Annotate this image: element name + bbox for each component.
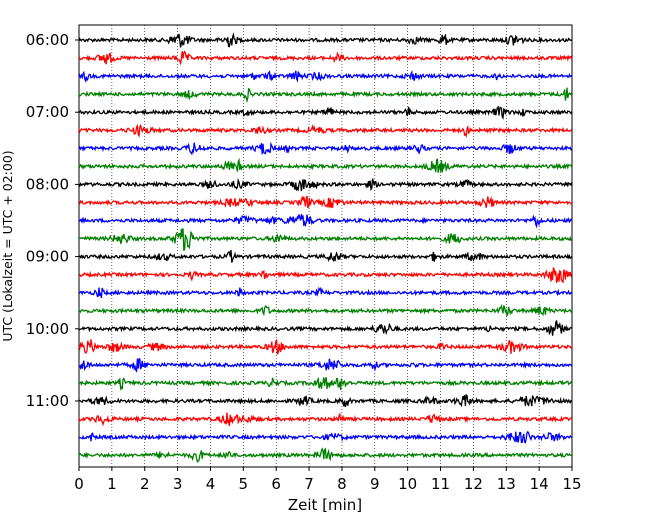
plot-frame	[78, 24, 573, 468]
y-tick-label: 07:00	[26, 103, 69, 121]
seismic-trace	[78, 338, 572, 356]
y-tick-label: 08:00	[26, 175, 69, 193]
x-tick-label: 8	[337, 475, 347, 493]
seismic-trace	[78, 214, 573, 229]
seismic-trace	[78, 286, 573, 299]
seismic-trace	[78, 412, 573, 427]
x-axis-label: Zeit [min]	[288, 496, 362, 514]
x-tick-label: 11	[431, 475, 450, 493]
seismic-trace	[78, 157, 573, 173]
seismic-trace	[78, 430, 573, 444]
x-tick-label: 7	[304, 475, 314, 493]
seismic-trace	[78, 303, 573, 318]
y-tick-label: 10:00	[26, 320, 69, 338]
seismic-trace	[78, 32, 573, 48]
seismic-trace	[78, 320, 573, 336]
x-tick-label: 15	[562, 475, 581, 493]
y-axis-label: UTC (Lokalzeit = UTC + 02:00)	[0, 150, 15, 341]
seismic-trace	[78, 177, 573, 192]
seismic-trace	[78, 228, 573, 251]
seismic-trace	[78, 105, 573, 120]
seismic-traces	[78, 32, 573, 464]
seismic-trace	[78, 249, 573, 263]
x-tick-label: 14	[530, 475, 549, 493]
y-tick-label: 09:00	[26, 248, 69, 266]
seismic-trace	[78, 141, 573, 156]
seismic-trace	[78, 195, 573, 209]
seismic-trace	[78, 267, 573, 284]
seismic-trace	[78, 50, 573, 66]
seismic-trace	[78, 393, 573, 408]
seismic-trace	[78, 87, 573, 104]
seismic-trace	[78, 376, 573, 391]
y-axis-ticks: 06:00 07:00 08:00 09:00 10:00 11:00	[26, 31, 79, 410]
y-tick-label: 06:00	[26, 31, 69, 49]
x-tick-label: 12	[464, 475, 483, 493]
x-tick-label: 9	[370, 475, 380, 493]
x-tick-label: 4	[206, 475, 216, 493]
x-tick-label: 1	[107, 475, 117, 493]
x-tick-label: 0	[74, 475, 84, 493]
seismic-trace	[78, 447, 572, 464]
x-tick-label: 3	[173, 475, 183, 493]
seismic-trace	[78, 357, 573, 373]
x-tick-label: 5	[239, 475, 249, 493]
x-tick-label: 2	[140, 475, 150, 493]
x-tick-label: 6	[271, 475, 281, 493]
x-tick-label: 10	[398, 475, 417, 493]
x-axis-ticks: 0 1 2 3 4 5 6 7 8 9 10 11 12 13 14 15	[74, 467, 582, 493]
seismic-trace	[78, 69, 573, 83]
y-tick-label: 11:00	[26, 392, 69, 410]
seismic-trace	[78, 123, 573, 139]
x-tick-label: 13	[497, 475, 516, 493]
